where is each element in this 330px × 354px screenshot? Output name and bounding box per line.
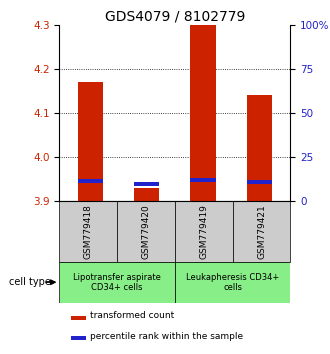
Text: GSM779421: GSM779421 — [257, 204, 266, 259]
Bar — [247, 95, 272, 201]
Bar — [71, 316, 85, 320]
Bar — [247, 180, 272, 184]
Bar — [59, 201, 117, 262]
Bar — [233, 201, 290, 262]
Text: percentile rank within the sample: percentile rank within the sample — [90, 332, 243, 341]
Bar — [175, 201, 233, 262]
Bar — [190, 25, 216, 201]
Bar — [78, 179, 103, 183]
Text: GSM779420: GSM779420 — [142, 204, 150, 259]
Text: transformed count: transformed count — [90, 311, 174, 320]
Text: cell type: cell type — [9, 277, 50, 287]
Bar — [190, 178, 216, 182]
Text: Lipotransfer aspirate
CD34+ cells: Lipotransfer aspirate CD34+ cells — [73, 273, 161, 292]
Text: GSM779418: GSM779418 — [84, 204, 93, 259]
Bar — [175, 262, 290, 303]
Bar — [71, 336, 85, 340]
Title: GDS4079 / 8102779: GDS4079 / 8102779 — [105, 10, 245, 24]
Bar — [134, 188, 159, 201]
Text: GSM779419: GSM779419 — [199, 204, 208, 259]
Bar — [134, 182, 159, 187]
Bar — [59, 262, 175, 303]
Bar — [117, 201, 175, 262]
Bar — [78, 82, 103, 201]
Text: Leukapheresis CD34+
cells: Leukapheresis CD34+ cells — [186, 273, 279, 292]
